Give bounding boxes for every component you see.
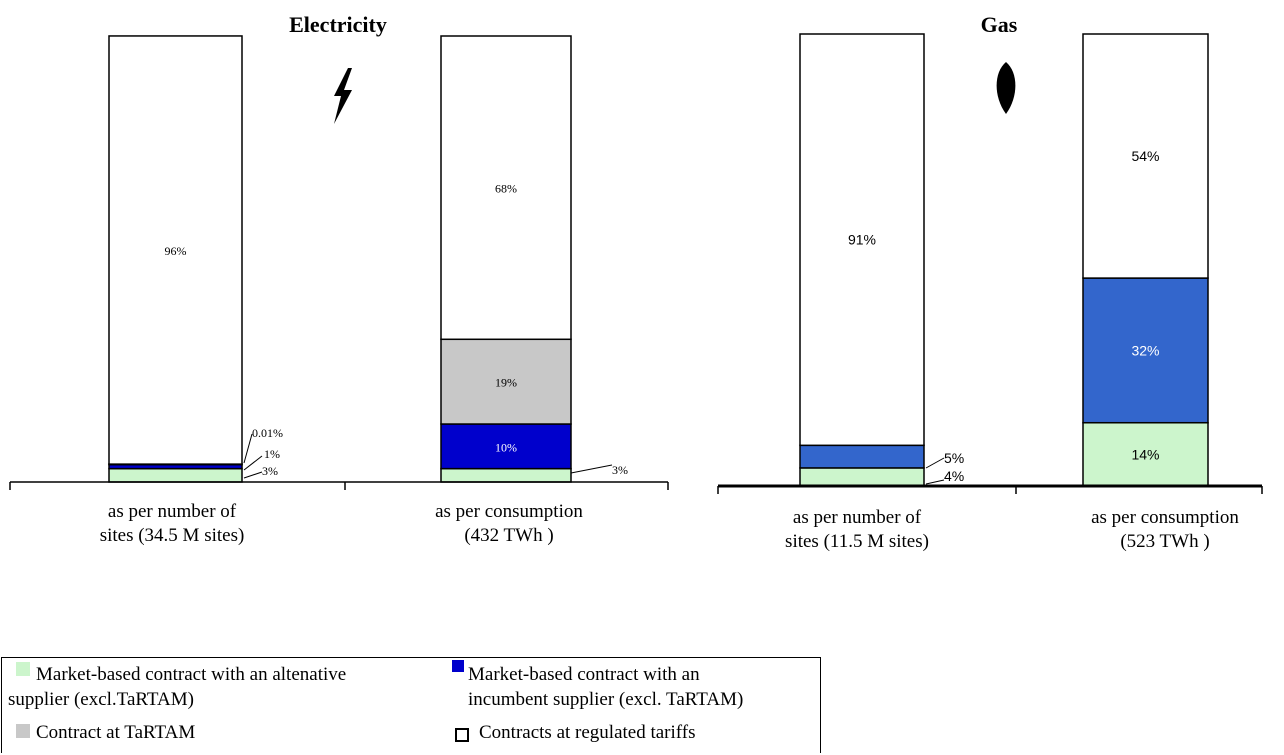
legend-swatch-alternative xyxy=(16,662,30,676)
data-label: 96% xyxy=(165,244,187,258)
category-label: sites (34.5 M sites) xyxy=(100,525,245,546)
chart-title-electricity: Electricity xyxy=(289,12,387,37)
category-label: as per number of xyxy=(108,501,237,522)
legend-label-regulated: Contracts at regulated tariffs xyxy=(479,722,696,743)
data-label: 68% xyxy=(495,182,517,196)
chart-panel-electricity: Electricity 3% 1% 0.01% 96% as per number of s… xyxy=(9,12,669,546)
legend-label-incumbent-2: incumbent supplier (excl. TaRTAM) xyxy=(468,689,744,710)
data-label: 3% xyxy=(612,463,628,477)
chart-title-gas: Gas xyxy=(981,12,1018,37)
leader-line xyxy=(925,457,945,469)
legend-swatch-regulated xyxy=(455,728,469,742)
leader-line xyxy=(570,464,613,474)
bar-segment-market-based-contract-with-an-altenative-supplier-excl-tartam-1 xyxy=(1082,421,1209,487)
lightning-icon xyxy=(334,68,352,124)
legend-label-alternative-1: Market-based contract with an altenative xyxy=(36,664,347,685)
bar-segment-market-based-contract-with-an-incumbent-supplier-excl-tartam-0 xyxy=(799,444,925,469)
data-label: 0.01% xyxy=(252,426,283,440)
data-label: 91% xyxy=(848,232,876,248)
leader-line xyxy=(243,455,263,471)
data-label: 3% xyxy=(262,464,278,478)
bar-segment-market-based-contract-with-an-incumbent-supplier-excl-tartam-1 xyxy=(1082,277,1209,424)
category-label: (523 TWh ) xyxy=(1120,531,1209,552)
bar-segment-contracts-at-regulated-tariffs-0 xyxy=(108,35,243,465)
category-label: (432 TWh ) xyxy=(464,525,553,546)
category-label: as per consumption xyxy=(1091,507,1239,528)
data-label: 14% xyxy=(1131,446,1159,462)
data-label: 5% xyxy=(944,450,964,466)
data-label: 4% xyxy=(944,468,964,484)
leader-line xyxy=(925,479,945,485)
category-label: as per number of xyxy=(793,507,922,528)
data-label: 19% xyxy=(495,376,517,390)
bar-segment-market-based-contract-with-an-incumbent-supplier-excl-tartam-1 xyxy=(440,423,572,470)
leader-line xyxy=(243,471,263,479)
legend-swatch-incumbent xyxy=(452,660,464,672)
legend-label-alternative-2: supplier (excl.TaRTAM) xyxy=(8,689,194,710)
data-label: 1% xyxy=(264,447,280,461)
category-label: as per consumption xyxy=(435,501,583,522)
bar-segment-contract-at-tartam-1 xyxy=(440,338,572,425)
legend-label-tartam: Contract at TaRTAM xyxy=(36,722,196,743)
category-label: sites (11.5 M sites) xyxy=(785,531,929,552)
legend-label-incumbent-1: Market-based contract with an xyxy=(468,664,700,685)
chart-legend: Market-based contract with an altenative… xyxy=(1,657,821,753)
bar-segment-contracts-at-regulated-tariffs-1 xyxy=(440,35,572,341)
bar-segment-market-based-contract-with-an-altenative-supplier-excl-tartam-1 xyxy=(440,467,572,483)
gas-flame-icon xyxy=(996,62,1016,114)
bar-segment-contracts-at-regulated-tariffs-1 xyxy=(1082,33,1209,279)
bar-segment-market-based-contract-with-an-altenative-supplier-excl-tartam-0 xyxy=(108,467,243,483)
legend-swatch-tartam xyxy=(16,724,30,738)
data-label: 54% xyxy=(1131,148,1159,164)
bar-segment-market-based-contract-with-an-altenative-supplier-excl-tartam-0 xyxy=(799,467,925,487)
bar-segment-contracts-at-regulated-tariffs-0 xyxy=(799,33,925,447)
chart-panel-gas: Gas 4% 5% 91% as per number of sites (11.5 M … xyxy=(717,12,1263,552)
data-label: 32% xyxy=(1131,342,1159,358)
data-label: 10% xyxy=(495,440,517,454)
leader-line xyxy=(243,433,253,464)
